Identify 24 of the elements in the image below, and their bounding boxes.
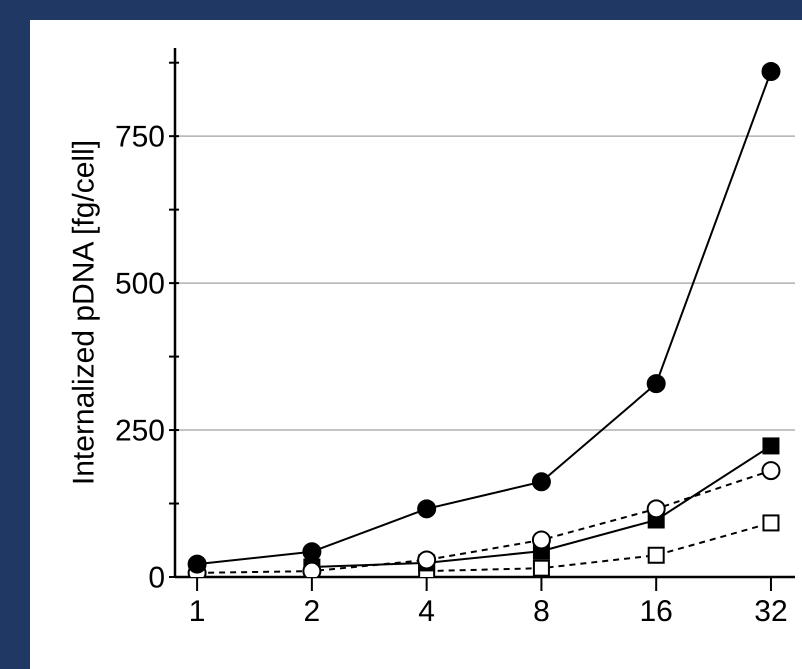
point xyxy=(532,530,551,550)
x-tick-label: 8 xyxy=(533,595,550,628)
point xyxy=(532,472,551,492)
x-tick-label: 1 xyxy=(188,595,206,628)
point xyxy=(761,62,780,82)
point xyxy=(417,499,436,518)
x-tick-label: 32 xyxy=(754,595,788,628)
point xyxy=(761,461,780,480)
y-tick-label: 250 xyxy=(114,414,165,448)
x-tick-label: 2 xyxy=(304,595,320,628)
point xyxy=(646,499,666,518)
point xyxy=(762,437,780,454)
point xyxy=(648,546,665,564)
point xyxy=(646,374,666,394)
y-tick-label: 0 xyxy=(148,562,165,594)
y-tick-label: 500 xyxy=(114,268,165,301)
point xyxy=(188,554,207,574)
y-axis-title: Internalized pDNA [fg/cell] xyxy=(68,140,101,486)
point xyxy=(762,514,780,532)
x-tick-label: 4 xyxy=(418,595,435,628)
y-tick-label: 750 xyxy=(114,120,165,154)
point xyxy=(532,560,550,577)
point xyxy=(417,550,436,570)
x-tick-label: 16 xyxy=(640,595,673,628)
